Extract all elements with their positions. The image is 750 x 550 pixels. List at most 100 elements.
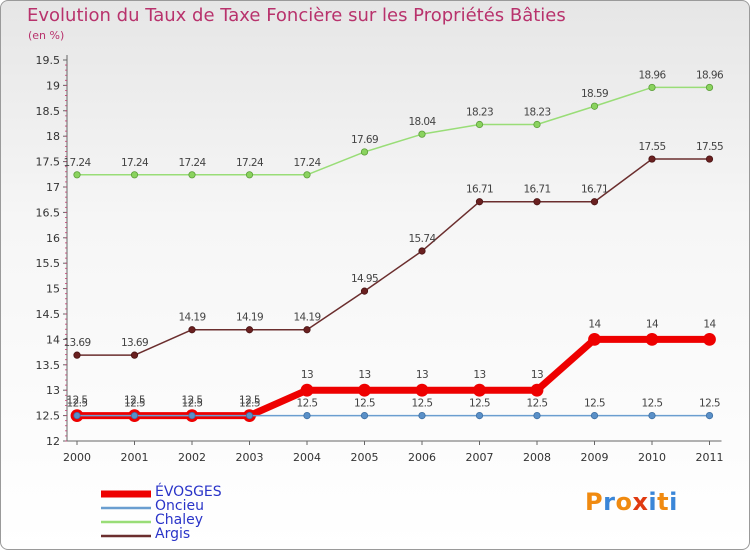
data-label-oncieu: 12.5	[124, 398, 145, 410]
y-tick-label: 17	[46, 181, 60, 194]
data-label-oncieu: 12.5	[182, 398, 203, 410]
data-label-argis: 13.69	[63, 337, 90, 349]
y-tick-label: 16	[46, 232, 60, 245]
y-tick-label: 19.5	[36, 54, 61, 67]
data-label-chaley: 17.69	[351, 134, 378, 146]
logo-letter: i	[648, 488, 658, 516]
chart-subtitle: (en %)	[28, 29, 65, 42]
proxiti-logo: Proxiti	[585, 488, 678, 516]
data-point-chaley	[648, 83, 656, 92]
data-label-evosges: 13	[358, 369, 370, 381]
x-tick-label: 2009	[581, 451, 609, 464]
data-point-argis	[648, 155, 656, 163]
data-point-chaley	[188, 171, 196, 179]
data-label-chaley: 17.24	[236, 157, 264, 169]
data-point-chaley	[533, 120, 541, 129]
y-tick-label: 19	[46, 79, 60, 92]
data-label-chaley: 17.24	[63, 157, 91, 169]
y-tick-label: 14	[46, 333, 60, 346]
data-point-oncieu	[360, 411, 369, 420]
data-point-oncieu	[705, 411, 714, 420]
logo-letter: P	[585, 488, 604, 516]
data-point-chaley	[245, 171, 254, 179]
data-point-argis	[360, 287, 369, 295]
legend-swatch-argis	[101, 534, 151, 538]
series-line-evosges	[77, 335, 710, 420]
data-label-chaley: 17.24	[293, 157, 321, 169]
data-point-oncieu	[130, 411, 139, 420]
logo-letter: x	[632, 488, 649, 516]
data-point-evosges	[300, 383, 314, 397]
data-label-evosges: 12.5	[67, 395, 88, 407]
data-label-evosges: 13	[473, 369, 485, 381]
data-point-evosges	[358, 383, 371, 397]
data-point-oncieu	[188, 411, 196, 420]
data-label-evosges: 12.5	[239, 395, 260, 407]
data-point-chaley	[360, 148, 369, 156]
data-point-argis	[73, 351, 81, 359]
data-point-oncieu	[648, 411, 656, 420]
y-tick-label: 18.5	[36, 105, 61, 118]
data-label-argis: 17.55	[696, 141, 723, 153]
data-point-argis	[188, 326, 196, 334]
y-tick-label: 13.5	[36, 359, 61, 372]
legend-swatch-oncieu	[101, 506, 151, 510]
legend-label-argis: Argis	[155, 526, 191, 542]
data-point-chaley	[303, 171, 311, 179]
data-label-evosges: 12.5	[124, 395, 145, 407]
x-tick-label: 2005	[351, 451, 379, 464]
x-tick-label: 2000	[63, 451, 91, 464]
data-point-chaley	[130, 171, 139, 179]
data-point-argis	[475, 198, 484, 206]
x-tick-label: 2001	[121, 451, 149, 464]
legend-label-evosges: ÉVOSGES	[155, 484, 222, 500]
data-label-evosges: 14	[646, 318, 659, 330]
data-label-oncieu: 12.5	[699, 398, 720, 410]
y-tick-label: 14.5	[36, 308, 61, 321]
data-point-argis	[533, 198, 541, 206]
data-label-chaley: 18.96	[696, 69, 724, 81]
x-tick-label: 2002	[178, 451, 206, 464]
data-label-evosges: 13	[301, 369, 313, 381]
data-label-argis: 14.19	[236, 312, 263, 324]
legend-swatch-chaley	[101, 520, 151, 524]
logo-letter: o	[615, 488, 633, 516]
data-point-evosges	[530, 383, 544, 397]
data-point-argis	[418, 247, 426, 255]
data-label-argis: 14.95	[351, 273, 378, 285]
data-label-evosges: 14	[588, 318, 601, 330]
y-tick-label: 13	[46, 384, 60, 397]
data-label-chaley: 18.96	[638, 69, 666, 81]
y-tick-label: 18	[46, 130, 60, 143]
data-point-oncieu	[73, 411, 81, 420]
data-point-oncieu	[245, 411, 254, 420]
data-label-evosges: 14	[703, 318, 716, 330]
data-point-evosges	[645, 332, 659, 346]
data-label-oncieu: 12.5	[67, 398, 88, 410]
data-label-argis: 15.74	[408, 233, 436, 245]
data-point-oncieu	[533, 411, 541, 420]
data-label-chaley: 18.04	[408, 116, 436, 128]
data-label-argis: 14.19	[178, 312, 205, 324]
data-point-chaley	[475, 120, 484, 129]
data-label-argis: 13.69	[121, 337, 148, 349]
data-label-chaley: 18.23	[523, 107, 550, 119]
x-tick-label: 2003	[236, 451, 264, 464]
series-lines	[70, 83, 716, 423]
data-label-chaley: 17.24	[121, 157, 149, 169]
series-line-argis	[77, 158, 710, 356]
data-label-oncieu: 12.5	[354, 398, 375, 410]
y-tick-label: 16.5	[36, 206, 61, 219]
data-point-chaley	[73, 171, 81, 179]
axes: 12 12.5 13 13.5 14 14.5 15 15.5 16 16.5 17 17.5 18 18…	[36, 54, 724, 464]
x-tick-label: 2010	[638, 451, 666, 464]
y-tick-label: 17.5	[36, 156, 61, 169]
data-point-argis	[590, 198, 599, 206]
data-point-argis	[130, 351, 139, 359]
data-label-oncieu: 12.5	[297, 398, 318, 410]
data-point-evosges	[473, 383, 486, 397]
x-tick-label: 2004	[293, 451, 321, 464]
data-point-chaley	[705, 83, 714, 92]
data-label-oncieu: 12.5	[239, 398, 260, 410]
